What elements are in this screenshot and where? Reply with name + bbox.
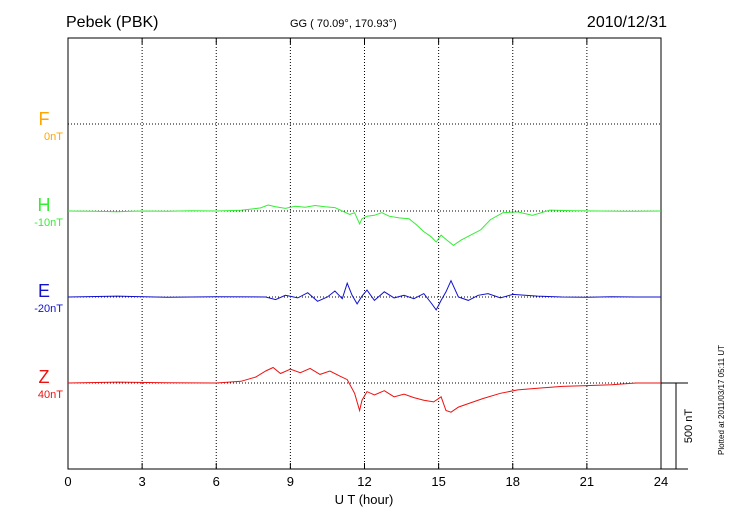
x-tick-label: 6 bbox=[213, 474, 220, 489]
series-line-h bbox=[67, 204, 662, 247]
component-label-e: E bbox=[38, 281, 50, 301]
x-tick-label: 18 bbox=[506, 474, 520, 489]
component-offset-z: 40nT bbox=[38, 389, 63, 401]
x-tick-label: 24 bbox=[654, 474, 668, 489]
component-offset-e: -20nT bbox=[34, 303, 63, 315]
component-labels: F 0nT H -10nT E -20nT Z 40nT bbox=[34, 109, 63, 401]
component-label-z: Z bbox=[39, 367, 50, 387]
chart-date: 2010/12/31 bbox=[587, 14, 667, 31]
plotted-note: Plotted at 2011/03/17 05:11 UT bbox=[717, 345, 726, 455]
x-axis-ticks: 0 3 6 9 12 15 18 21 24 bbox=[64, 38, 668, 489]
series-line-z bbox=[67, 366, 661, 413]
x-tick-label: 3 bbox=[139, 474, 146, 489]
x-tick-label: 21 bbox=[580, 474, 594, 489]
x-axis-label: U T (hour) bbox=[335, 492, 394, 507]
station-title: Pebek (PBK) bbox=[66, 14, 158, 31]
component-label-h: H bbox=[38, 195, 51, 215]
x-tick-label: 9 bbox=[287, 474, 294, 489]
grid-lines bbox=[68, 38, 661, 469]
x-tick-label: 0 bbox=[64, 474, 71, 489]
x-tick-label: 12 bbox=[357, 474, 371, 489]
scale-bar-label: 500 nT bbox=[683, 409, 695, 444]
station-coords: GG ( 70.09°, 170.93°) bbox=[290, 18, 397, 30]
component-offset-f: 0nT bbox=[44, 131, 63, 143]
scale-bar: 500 nT bbox=[661, 382, 695, 470]
x-tick-label: 15 bbox=[431, 474, 445, 489]
series-line-e bbox=[67, 279, 661, 311]
series-lines bbox=[67, 204, 662, 413]
component-label-f: F bbox=[39, 109, 50, 129]
component-offset-h: -10nT bbox=[34, 217, 63, 229]
